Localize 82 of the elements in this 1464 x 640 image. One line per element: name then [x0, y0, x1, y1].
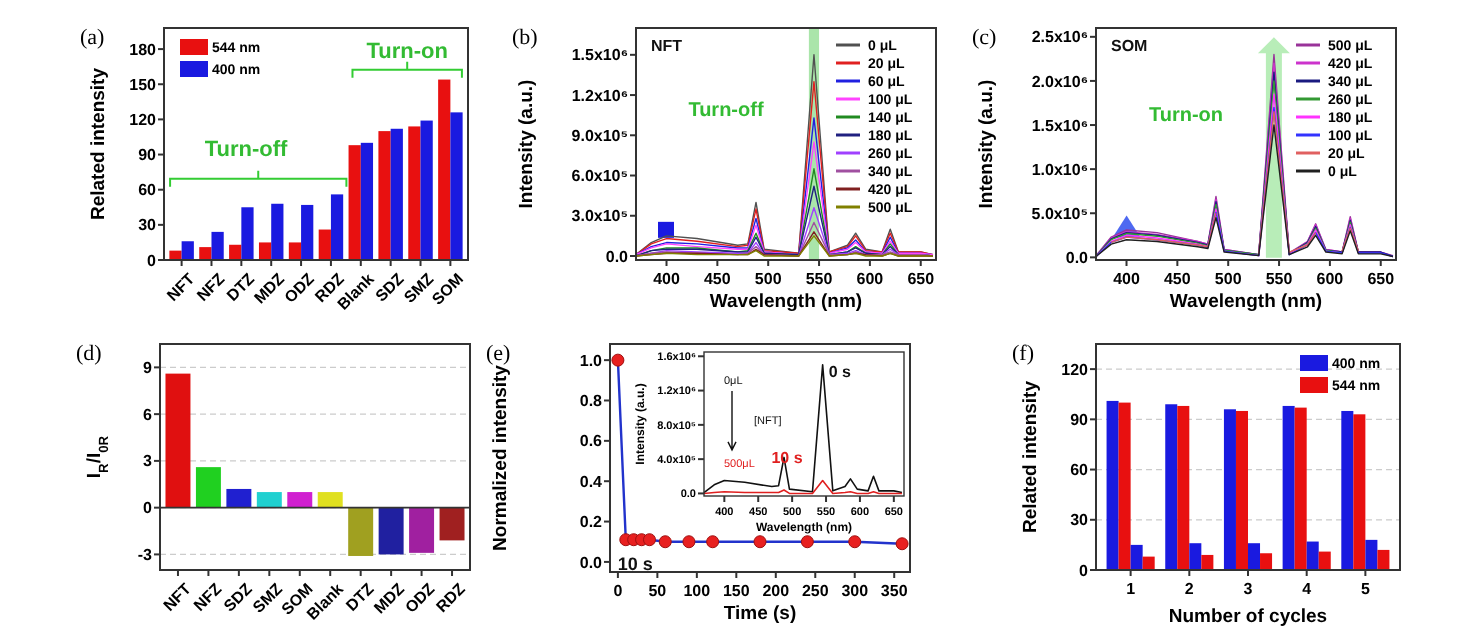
annotation: SOM [1111, 37, 1149, 56]
y-tick-label: 2.0x10⁶ [1031, 72, 1089, 91]
chart-title: (f) [1012, 342, 1035, 366]
x-tick-label: 500 [1214, 270, 1243, 288]
y-tick-label: 3 [143, 452, 154, 471]
y-tick-label: 180 [129, 40, 158, 59]
y-tick-label: 9.0x10⁵ [571, 126, 629, 145]
x-tick-label: 450 [704, 270, 732, 288]
annotation: 10 s [617, 553, 653, 574]
x-tick-label: 450 [1164, 270, 1192, 288]
x-tick-label: 4 [1302, 580, 1313, 598]
y-tick-label: 1.2x10⁶ [571, 86, 629, 105]
series-label: 0 s [828, 362, 852, 381]
chart-title: (d) [76, 342, 103, 366]
x-tick-label: 50 [648, 582, 668, 600]
y-tick-label: 9 [143, 358, 154, 377]
y-tick-label: 0 [147, 251, 158, 270]
x-tick-label: 3 [1243, 580, 1254, 598]
x-tick-label: 2 [1184, 580, 1195, 598]
y-tick-label: 6 [143, 405, 154, 424]
annotation: NFT [651, 37, 683, 56]
x-tick-label: 5 [1360, 580, 1371, 598]
y-tick-label: 0.4 [579, 472, 604, 491]
y-tick-label: 0.6 [579, 432, 604, 451]
y-axis-title: Intensity (a.u.) [516, 79, 538, 209]
x-tick-label: 150 [722, 582, 751, 600]
y-tick-label: 0.0 [605, 247, 630, 266]
y-tick-label: 90 [138, 146, 158, 165]
y-tick-label: 0.8 [579, 392, 604, 411]
y-axis-title: Intensity (a.u.) [976, 79, 998, 209]
x-tick-label: 250 [801, 582, 830, 600]
y-tick-label: 0.2 [579, 513, 604, 532]
chart-title: (a) [80, 26, 106, 50]
x-axis-title: Wavelength (nm) [709, 291, 863, 313]
x-tick-label: 600 [856, 270, 885, 288]
y-tick-label: 0.0 [1065, 248, 1090, 267]
y-tick-label: 1.0 [579, 351, 604, 370]
y-tick-label: 120 [129, 110, 158, 129]
y-tick-label: 2.5x10⁶ [1031, 28, 1089, 47]
y-tick-label: 1.0x10⁶ [1031, 160, 1089, 179]
x-tick-label: 650 [907, 270, 936, 288]
x-tick-label: 100 [683, 582, 712, 600]
y-axis-title: Related intensity [88, 66, 110, 221]
chart-title: (c) [972, 26, 998, 50]
annotation: Turn-off [688, 100, 765, 123]
y-tick-label: 30 [138, 216, 158, 235]
chart-title: (e) [486, 342, 512, 366]
annotation: Turn-on [1148, 104, 1224, 127]
y-tick-label: 1.5x10⁶ [1031, 116, 1089, 135]
y-tick-label: 0.0 [579, 553, 604, 572]
y-tick-label: 0 [1079, 561, 1090, 580]
x-axis-title: Time (s) [723, 603, 797, 625]
x-tick-label: 600 [1316, 270, 1345, 288]
x-tick-label: 650 [1367, 270, 1396, 288]
y-tick-label: 120 [1061, 360, 1090, 379]
chart-title: (b) [512, 26, 539, 50]
y-tick-label: 60 [138, 181, 158, 200]
y-tick-label: 90 [1070, 410, 1090, 429]
y-tick-label: 5.0x10⁵ [1031, 204, 1089, 223]
annotation: Turn-off [204, 137, 289, 162]
y-tick-label: 3.0x10⁵ [571, 207, 629, 226]
x-tick-label: 200 [762, 582, 791, 600]
x-tick-label: 1 [1126, 580, 1137, 598]
x-tick-label: 350 [880, 582, 909, 600]
y-tick-label: 6.0x10⁵ [571, 167, 629, 186]
y-tick-label: 30 [1070, 511, 1090, 530]
y-axis-title: Normalized intensity [490, 363, 512, 551]
annotation: Turn-on [366, 40, 449, 65]
x-tick-label: 500 [754, 270, 783, 288]
y-tick-label: 60 [1070, 461, 1090, 480]
series-label: 10 s [771, 448, 804, 467]
y-tick-label: 150 [129, 75, 158, 94]
x-tick-label: 300 [841, 582, 870, 600]
x-tick-label: 550 [805, 270, 834, 288]
x-axis-title: Number of cycles [1168, 606, 1328, 628]
x-tick-label: 400 [653, 270, 681, 288]
y-axis-title: Related intensity [1020, 379, 1042, 534]
x-axis-title: Wavelength (nm) [1169, 291, 1323, 313]
y-tick-label: -3 [137, 546, 154, 565]
y-tick-label: 1.5x10⁶ [571, 46, 629, 65]
x-tick-label: 400 [1113, 270, 1141, 288]
x-tick-label: 550 [1265, 270, 1294, 288]
